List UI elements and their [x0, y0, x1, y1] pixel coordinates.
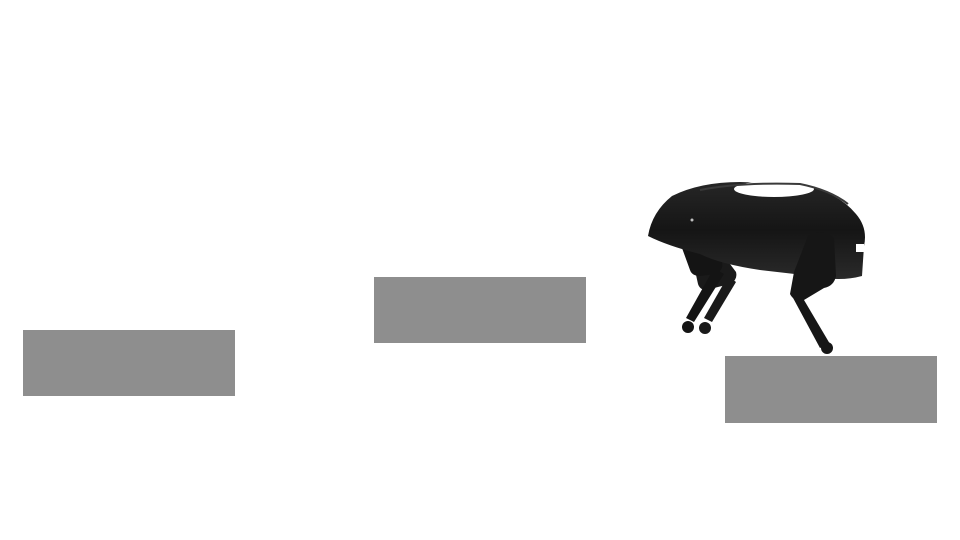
robot-top-panel [734, 181, 814, 197]
platform-middle [374, 277, 586, 343]
platform-left [23, 330, 235, 396]
robot-leg-rear-far [688, 235, 737, 334]
robot-leg-rear-near [674, 222, 724, 333]
platform-right [725, 356, 937, 423]
robot-body [648, 182, 865, 279]
robot-leg-front-near [790, 232, 836, 354]
